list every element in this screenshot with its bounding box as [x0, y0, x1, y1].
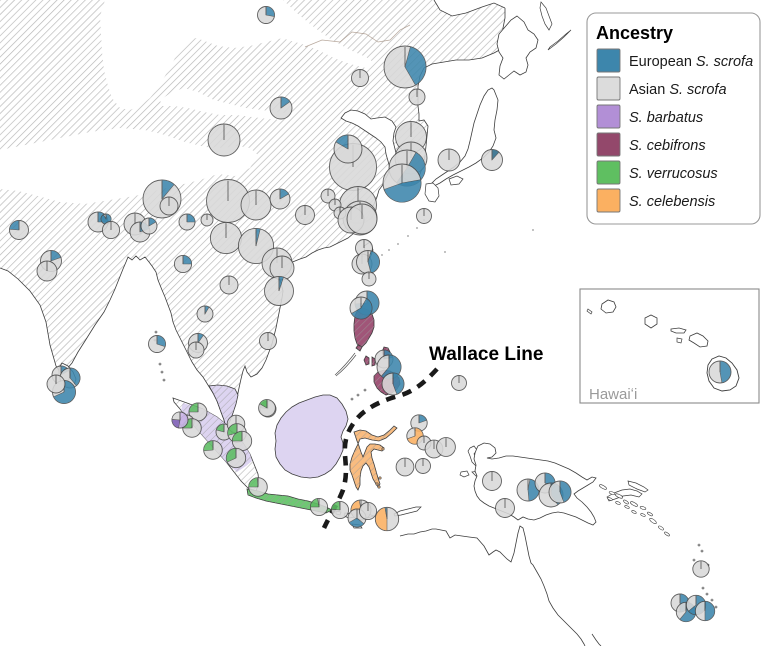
svg-text:S. cebifrons: S. cebifrons	[629, 138, 706, 154]
svg-text:European S. scrofa: European S. scrofa	[629, 54, 753, 70]
svg-text:S. verrucosus: S. verrucosus	[629, 166, 718, 182]
svg-text:Asian S. scrofa: Asian S. scrofa	[629, 82, 727, 98]
svg-text:S. celebensis: S. celebensis	[629, 194, 715, 210]
svg-text:Wallace Line: Wallace Line	[429, 344, 543, 365]
svg-text:S. barbatus: S. barbatus	[629, 110, 703, 126]
svg-text:Ancestry: Ancestry	[596, 23, 673, 43]
svg-text:Hawaiʻi: Hawaiʻi	[589, 386, 637, 403]
